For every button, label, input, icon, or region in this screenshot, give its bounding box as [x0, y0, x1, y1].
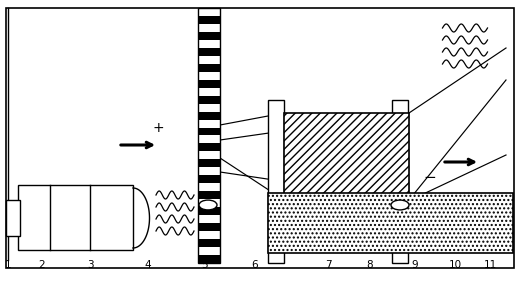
- Bar: [198, 72, 220, 80]
- Text: 4: 4: [145, 260, 151, 270]
- Text: +: +: [152, 121, 164, 135]
- Bar: [198, 151, 220, 159]
- Bar: [198, 207, 220, 215]
- Bar: [198, 127, 220, 135]
- Text: 3: 3: [87, 260, 93, 270]
- Bar: [18, 185, 133, 250]
- Bar: [198, 88, 220, 96]
- Text: −: −: [424, 171, 436, 186]
- Bar: [198, 120, 220, 127]
- Bar: [198, 8, 220, 16]
- Bar: [198, 16, 220, 24]
- Text: 2: 2: [39, 260, 45, 270]
- Bar: [198, 247, 220, 255]
- Bar: [198, 231, 220, 239]
- Bar: [268, 193, 513, 253]
- Bar: [198, 96, 220, 103]
- Bar: [198, 191, 220, 199]
- Bar: [198, 175, 220, 183]
- Bar: [198, 239, 220, 247]
- Bar: [198, 48, 220, 56]
- Bar: [198, 80, 220, 88]
- Bar: [284, 113, 409, 200]
- Text: 1: 1: [5, 260, 11, 270]
- Text: 11: 11: [484, 260, 496, 270]
- Circle shape: [199, 200, 217, 210]
- Bar: [198, 159, 220, 168]
- Bar: [198, 64, 220, 72]
- Bar: [198, 223, 220, 231]
- Bar: [198, 183, 220, 191]
- Text: 6: 6: [252, 260, 259, 270]
- Text: 7: 7: [324, 260, 331, 270]
- Bar: [198, 144, 220, 151]
- Bar: [198, 135, 220, 144]
- Bar: [198, 40, 220, 48]
- Bar: [198, 24, 220, 32]
- Circle shape: [391, 200, 409, 210]
- Text: 9: 9: [411, 260, 418, 270]
- Bar: [198, 168, 220, 175]
- Text: 10: 10: [449, 260, 461, 270]
- Bar: [392, 100, 408, 263]
- Bar: [198, 32, 220, 40]
- Text: 8: 8: [367, 260, 373, 270]
- Text: 5: 5: [202, 260, 208, 270]
- Bar: [6, 200, 20, 236]
- Bar: [198, 103, 220, 112]
- Bar: [198, 8, 220, 263]
- Bar: [198, 215, 220, 223]
- Bar: [198, 56, 220, 64]
- Bar: [198, 112, 220, 120]
- Bar: [268, 100, 284, 263]
- Bar: [198, 199, 220, 207]
- Bar: [198, 255, 220, 263]
